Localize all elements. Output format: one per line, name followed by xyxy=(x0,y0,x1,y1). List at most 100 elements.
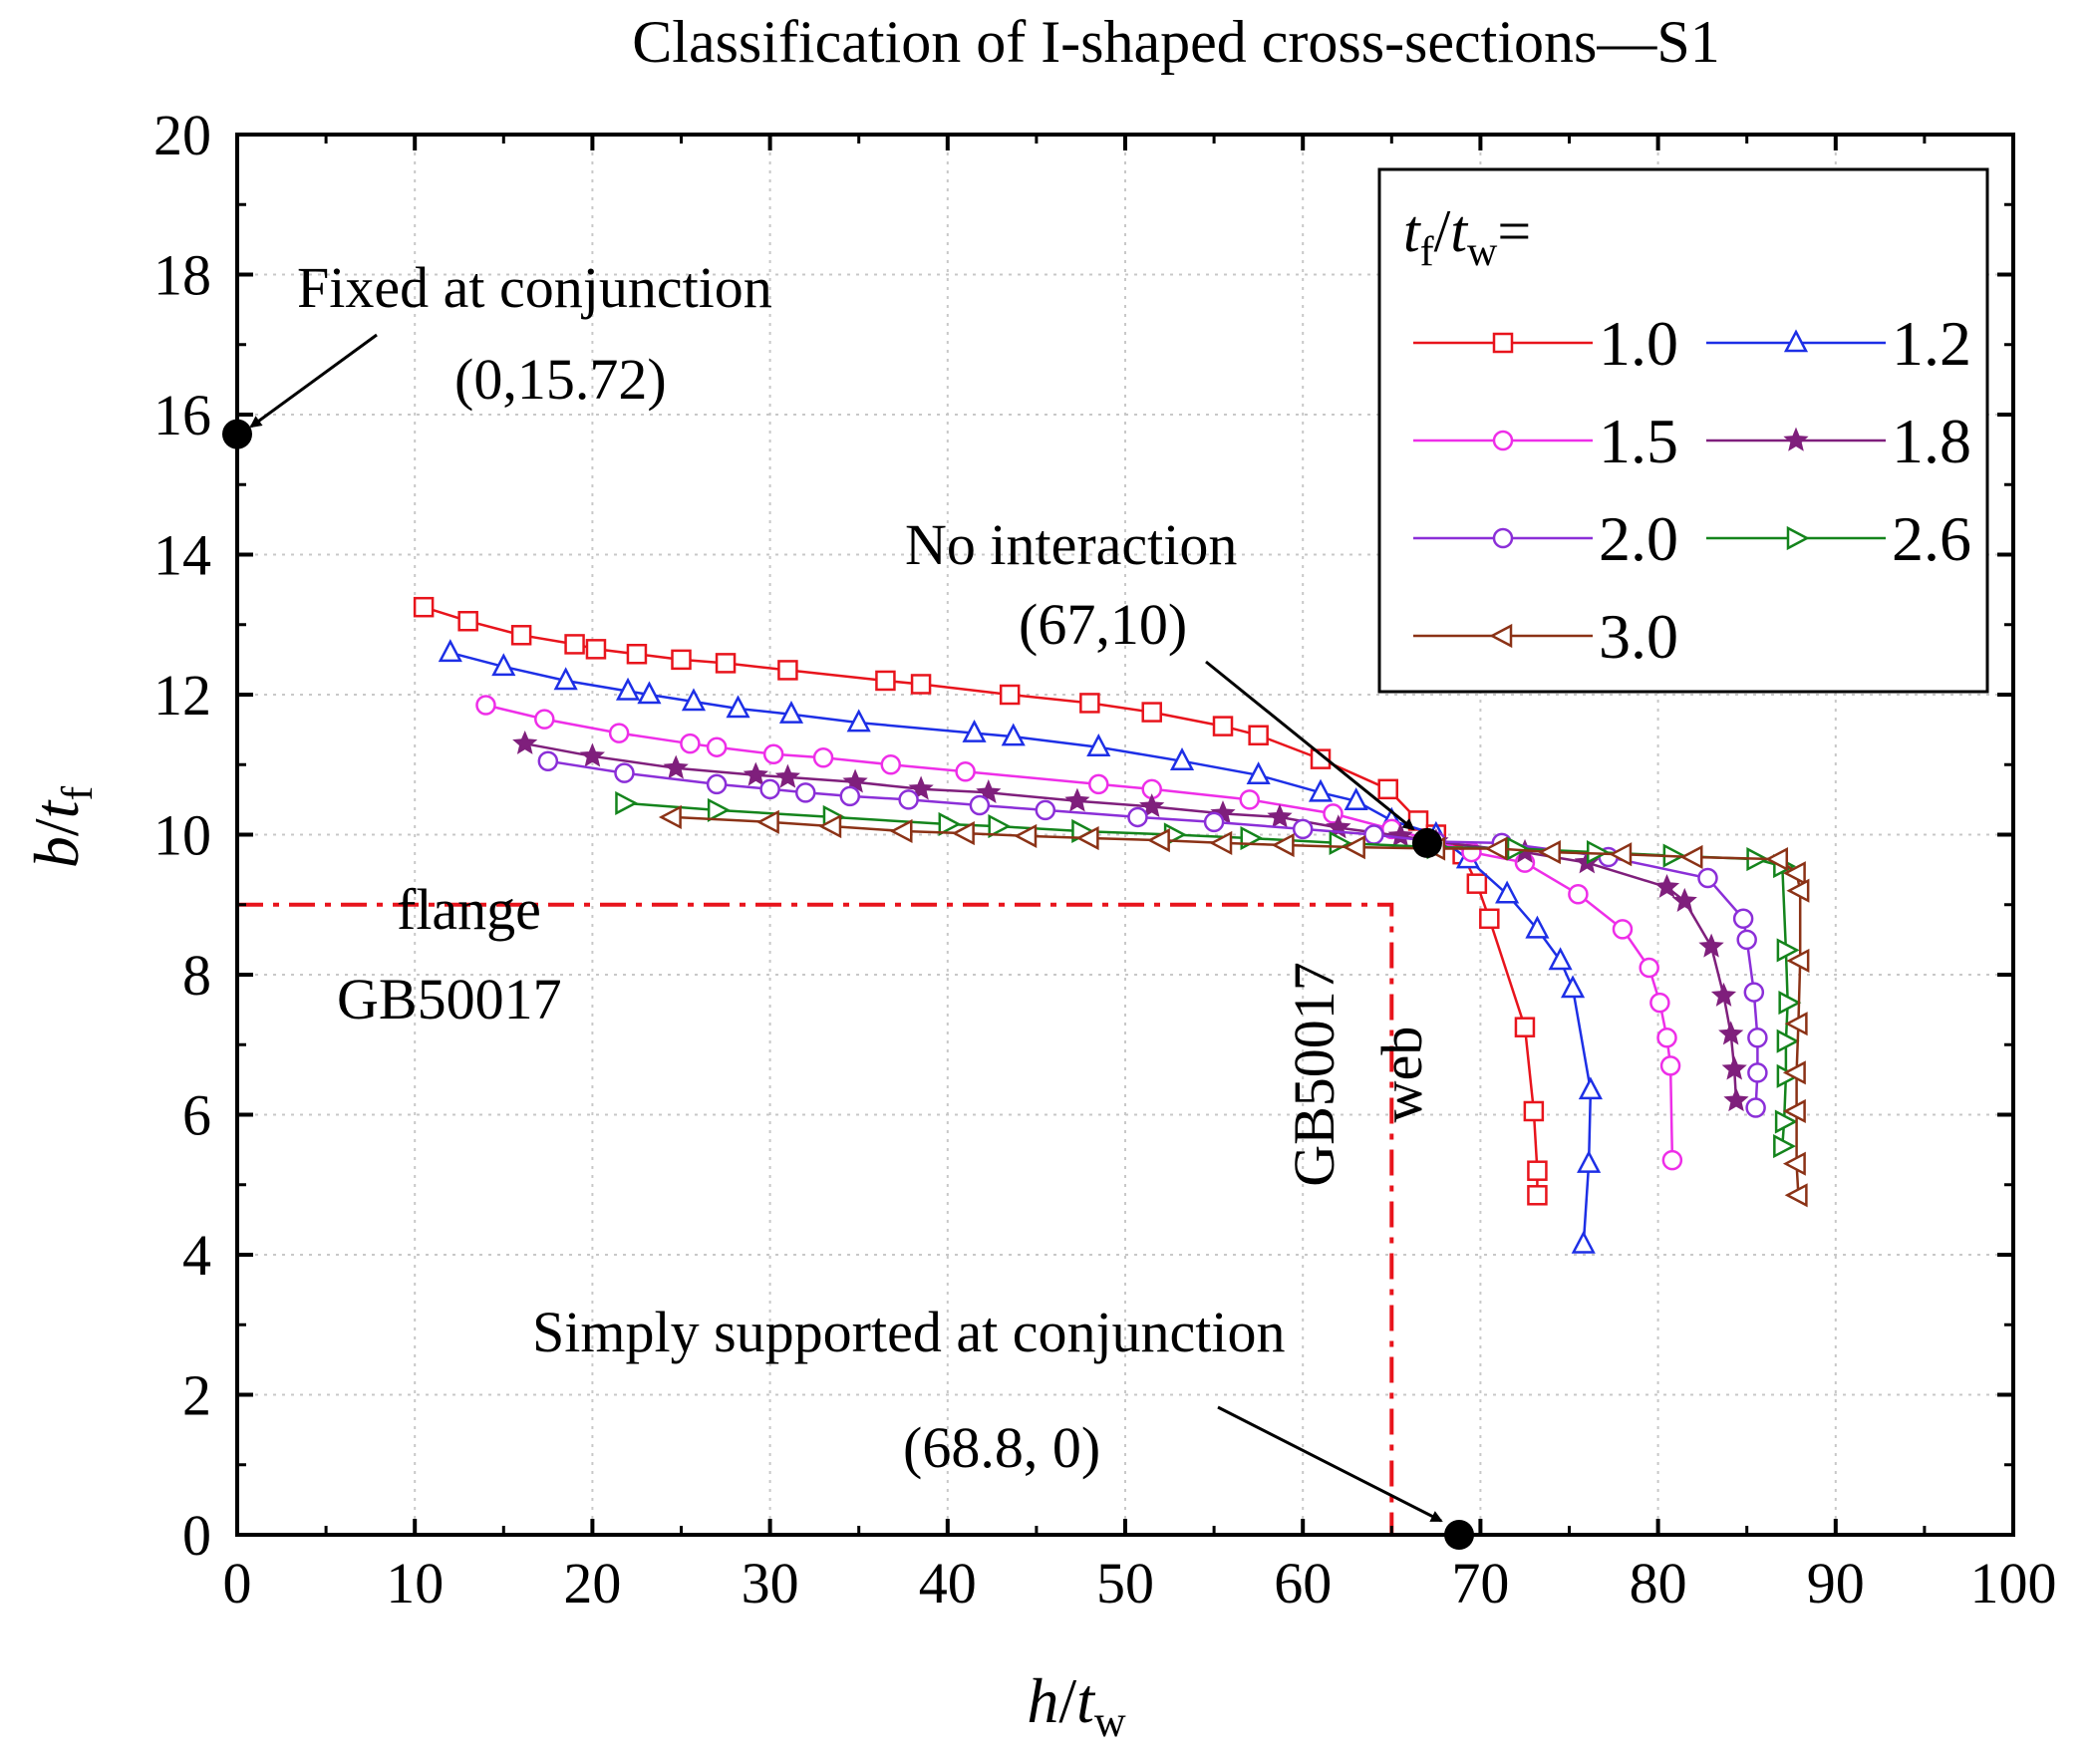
data-point xyxy=(1479,908,1500,930)
data-point xyxy=(1377,778,1398,800)
data-point xyxy=(564,634,585,655)
data-point xyxy=(1784,1183,1808,1208)
data-point xyxy=(1342,835,1365,860)
data-point xyxy=(1671,887,1697,912)
legend-label: 2.0 xyxy=(1599,503,1678,574)
data-point xyxy=(898,789,919,810)
data-point xyxy=(1523,1100,1545,1122)
data-point xyxy=(726,695,750,719)
data-point xyxy=(1363,824,1384,845)
data-point xyxy=(1743,982,1765,1003)
legend-item-1-2: 1.2 xyxy=(1706,308,1971,379)
axes: 0 10 20 30 40 50 60 70 80 90 100 0 2 4 6 8 10 12 14 16 18 20 xyxy=(153,103,2057,1616)
data-point xyxy=(1723,1087,1749,1112)
legend-item-1-0: 1.0 xyxy=(1413,308,1678,379)
y-tick-label: 18 xyxy=(153,243,211,308)
x-tick-label: 60 xyxy=(1274,1551,1332,1616)
y-tick-label: 14 xyxy=(153,523,211,588)
data-point xyxy=(951,821,975,846)
data-point xyxy=(1548,947,1573,971)
data-point xyxy=(1710,982,1737,1007)
legend-item-2-6: 2.6 xyxy=(1706,503,1971,574)
data-point xyxy=(1387,822,1413,847)
data-point xyxy=(1747,1027,1768,1048)
annotation-fixed-coord: (0,15.72) xyxy=(454,347,667,412)
legend-label: 2.6 xyxy=(1892,503,1971,574)
flange-label-1: flange xyxy=(397,877,541,942)
legend-marker xyxy=(1492,527,1514,549)
data-point xyxy=(1203,811,1225,833)
series-1-8 xyxy=(512,730,1749,1112)
data-point xyxy=(969,794,991,816)
data-point xyxy=(1782,1151,1806,1176)
data-point xyxy=(1659,1055,1681,1076)
series-line xyxy=(524,741,1738,1101)
data-point xyxy=(1732,908,1754,930)
data-point xyxy=(1736,929,1757,951)
data-point xyxy=(1698,933,1724,958)
data-point xyxy=(1649,992,1670,1014)
data-point xyxy=(778,700,804,724)
data-point xyxy=(553,667,578,691)
annotation-simply-coord: (68.8, 0) xyxy=(903,1415,1100,1480)
x-tick-label: 0 xyxy=(223,1551,252,1616)
y-axis-label: b/tf xyxy=(21,786,102,869)
data-point xyxy=(1527,1185,1548,1206)
data-point xyxy=(1267,803,1293,828)
data-point xyxy=(1035,799,1056,821)
legend-item-1-8: 1.8 xyxy=(1706,406,1971,476)
x-tick-label: 10 xyxy=(386,1551,444,1616)
data-point xyxy=(1495,880,1520,904)
data-point xyxy=(839,785,861,807)
legend-box xyxy=(1377,167,1989,694)
data-point xyxy=(537,750,559,771)
data-point xyxy=(658,804,682,830)
data-point xyxy=(755,809,779,834)
data-point xyxy=(1776,938,1800,963)
data-point xyxy=(962,719,987,742)
data-point xyxy=(880,754,902,775)
data-point xyxy=(1308,778,1334,802)
data-point xyxy=(1271,832,1295,858)
x-tick-label: 30 xyxy=(742,1551,799,1616)
key-point xyxy=(1411,827,1442,858)
data-point xyxy=(1239,789,1260,810)
series-3-0 xyxy=(658,804,1810,1208)
data-point xyxy=(1745,1097,1766,1118)
data-point xyxy=(955,761,976,782)
arrow-fixed xyxy=(249,333,378,429)
x-tick-label: 40 xyxy=(919,1551,977,1616)
data-point xyxy=(1718,1021,1744,1045)
x-tick-label: 90 xyxy=(1807,1551,1865,1616)
data-point xyxy=(1169,747,1195,770)
y-tick-label: 10 xyxy=(153,803,211,868)
data-point xyxy=(777,660,798,681)
data-point xyxy=(1344,787,1368,811)
annotation-no-interaction-coord: (67,10) xyxy=(1019,592,1187,657)
data-point xyxy=(706,773,728,795)
data-point xyxy=(1786,948,1810,974)
x-tick-label: 100 xyxy=(1970,1551,2057,1616)
data-point xyxy=(889,818,913,844)
data-point xyxy=(1484,836,1508,861)
data-point xyxy=(1639,957,1659,979)
legend-label: 1.8 xyxy=(1892,406,1971,476)
data-point xyxy=(1525,915,1550,939)
x-tick-label: 70 xyxy=(1451,1551,1509,1616)
series-2-0 xyxy=(537,750,1768,1118)
data-point xyxy=(812,746,834,768)
svg-text:b/tf: b/tf xyxy=(21,786,102,869)
legend-label: 1.2 xyxy=(1892,308,1971,379)
annotation-fixed: Fixed at conjunction xyxy=(297,255,772,320)
y-tick-label: 4 xyxy=(182,1223,211,1288)
data-point xyxy=(759,778,780,800)
data-point xyxy=(1568,883,1589,905)
data-point xyxy=(842,768,868,793)
series-1-5 xyxy=(475,695,1683,1171)
data-point xyxy=(534,709,555,730)
data-point xyxy=(491,653,516,677)
data-point xyxy=(614,762,635,783)
legend-marker xyxy=(1783,329,1809,353)
series-layer xyxy=(413,596,1810,1254)
